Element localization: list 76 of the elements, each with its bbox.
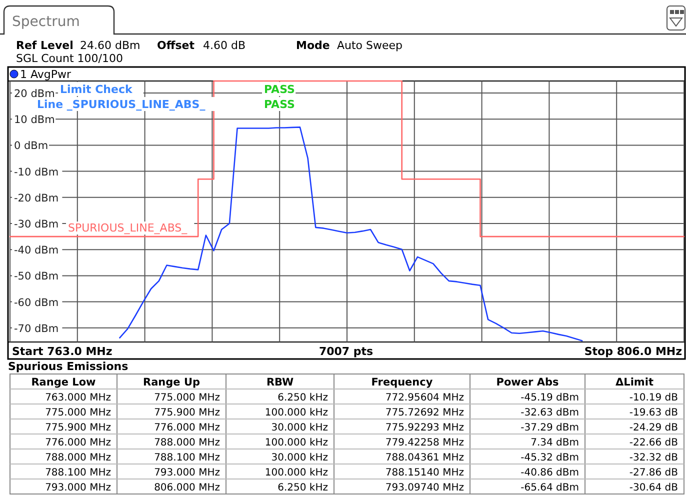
text: Ref Level [16,39,74,52]
text: 775.92293 MHz [385,422,464,434]
text: 763.000 MHz [45,392,111,404]
text: 793.000 MHz [154,468,220,478]
text: 788.000 MHz [154,438,220,448]
text: 772.95604 MHz [385,392,464,404]
text: 6.250 kHz [278,482,328,494]
text: 100.000 kHz [264,408,328,418]
text: 793.000 MHz [45,482,111,494]
y-tick-label: -10 dBm [14,166,59,178]
text: 100.000 kHz [264,468,328,478]
annotation: Limit Check [60,83,133,96]
text: Start 763.0 MHz [12,345,112,358]
text: 30.000 kHz [271,422,328,434]
text: 788.100 MHz [45,468,111,478]
text: -32.32 dB [629,452,678,464]
text: -22.66 dB [629,438,678,448]
y-tick-label: -40 dBm [14,244,59,257]
text: 779.42258 MHz [385,438,464,448]
text: 793.09740 MHz [385,482,464,494]
y-tick-label: 10 dBm [14,114,55,126]
text: 775.000 MHz [45,408,111,418]
text: 4.60 dB [203,39,246,52]
text: Auto Sweep [337,39,403,52]
text: 788.100 MHz [154,452,220,464]
text: -24.29 dB [629,422,678,434]
y-tick-label: -20 dBm [14,192,59,204]
text: Mode [296,39,330,52]
series-label: SPURIOUS_LINE_ABS_ [68,222,188,235]
y-tick-label: -30 dBm [14,218,59,231]
text: -37.29 dBm [520,422,579,434]
text: RBW [266,376,294,388]
text: 30.000 kHz [271,452,328,464]
text: -45.32 dBm [520,452,579,464]
text: -19.63 dB [629,408,678,418]
text: 100.000 kHz [264,438,328,448]
text: Spurious Emissions [8,360,129,373]
text: 6.250 kHz [278,392,328,404]
text: 788.15140 MHz [385,468,464,478]
text: 24.60 dBm [80,39,140,52]
text: 788.04361 MHz [385,452,464,464]
text: -45.19 dBm [520,392,579,404]
annotation: Line _SPURIOUS_LINE_ABS_ [37,98,206,111]
text: -40.86 dBm [520,468,579,478]
text: Offset [157,39,195,52]
text: -30.64 dB [629,482,678,494]
text: 7007 pts [318,345,374,358]
text: Range Low [31,376,96,388]
annotation: PASS [264,98,295,111]
text: Frequency [371,376,433,388]
legend-label: 1 AvgPwr [20,68,72,81]
y-tick-label: -60 dBm [14,296,59,309]
text: 775.72692 MHz [385,408,464,418]
text: -32.63 dBm [520,408,579,418]
text: 806.000 MHz [154,482,220,494]
text: ΔLimit [616,376,654,388]
text: 775.900 MHz [154,408,220,418]
text: 776.000 MHz [45,438,111,448]
text: 775.000 MHz [154,392,220,404]
y-tick-label: -70 dBm [14,322,59,335]
text: Stop 806.0 MHz [584,345,682,358]
chart-title: Spectrum [12,14,80,30]
y-tick-label: 20 dBm [14,88,55,100]
annotation: PASS [264,83,295,96]
text: 776.000 MHz [154,422,220,434]
text: Power Abs [496,376,559,388]
text: SGL Count 100/100 [16,52,123,65]
text: 788.000 MHz [45,452,111,464]
text: -65.64 dBm [520,482,579,494]
text: 7.34 dBm [530,438,579,448]
y-tick-label: -50 dBm [14,270,59,283]
text: -10.19 dB [629,392,678,404]
text: Range Up [143,376,200,388]
text: -27.86 dB [629,468,678,478]
text: 775.900 MHz [45,422,111,434]
y-tick-label: 0 dBm [14,140,48,152]
